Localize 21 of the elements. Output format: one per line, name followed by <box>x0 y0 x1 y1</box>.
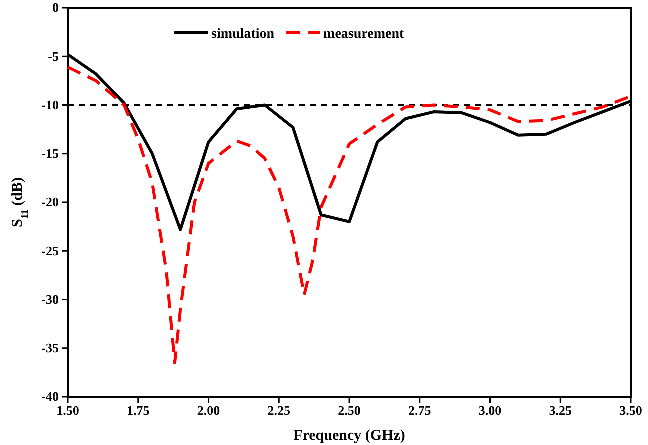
y-tick-label: -5 <box>48 48 60 64</box>
y-tick-label: -20 <box>42 194 59 210</box>
y-tick-label: -30 <box>42 292 59 307</box>
x-tick-label: 2.75 <box>408 403 432 418</box>
x-tick-label: 1.75 <box>127 403 150 418</box>
x-tick-label: 3.00 <box>478 403 502 418</box>
legend-label: simulation <box>212 27 275 42</box>
y-tick-label: -25 <box>42 243 60 258</box>
x-tick-label: 1.50 <box>56 403 80 418</box>
y-tick-label: -35 <box>42 340 60 356</box>
x-axis-title: Frequency (GHz) <box>294 428 406 444</box>
y-tick-label: -15 <box>42 146 60 162</box>
y-tick-label: 0 <box>52 0 59 16</box>
legend-label: measurement <box>324 27 404 42</box>
y-tick-label: -10 <box>42 97 59 112</box>
x-tick-label: 2.50 <box>338 403 361 418</box>
x-tick-label: 2.25 <box>268 403 291 418</box>
y-tick-label: -40 <box>42 389 59 404</box>
x-tick-label: 2.00 <box>197 403 220 418</box>
x-tick-label: 3.25 <box>549 403 572 418</box>
x-tick-label: 3.50 <box>620 403 642 418</box>
